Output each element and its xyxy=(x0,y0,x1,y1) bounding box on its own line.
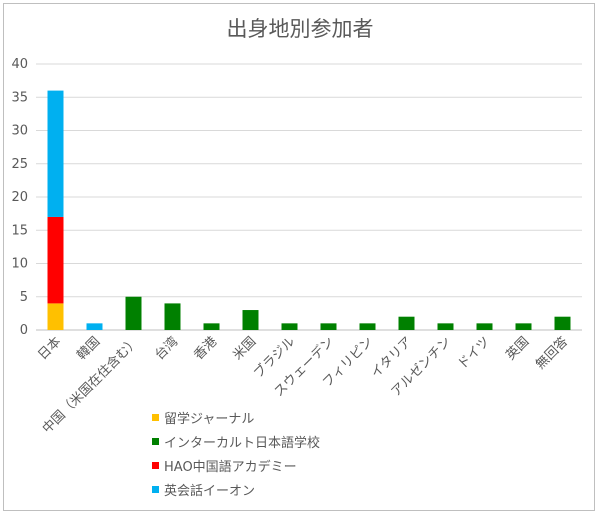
y-tick-label: 40 xyxy=(11,57,28,72)
legend-swatch xyxy=(152,438,159,445)
x-tick-label: 無回答 xyxy=(532,334,571,373)
bar-segment xyxy=(281,323,298,330)
legend-label: HAO中国語アカデミー xyxy=(164,459,297,475)
x-tick-label: 韓国 xyxy=(74,334,103,363)
bar-segment xyxy=(203,323,220,330)
legend-label: インターカルト日本語学校 xyxy=(164,435,320,451)
bar-segment xyxy=(515,323,532,330)
bar-segment xyxy=(242,310,259,330)
legend-swatch xyxy=(152,486,159,493)
bar-segment xyxy=(554,316,571,330)
bar-segment xyxy=(86,323,103,330)
x-tick-label: ドイツ xyxy=(455,334,493,372)
y-tick-label: 30 xyxy=(11,124,28,139)
bar-segment xyxy=(437,323,454,330)
bar-segment xyxy=(47,216,64,304)
x-tick-label: 米国 xyxy=(230,334,259,363)
y-tick-label: 15 xyxy=(11,223,28,238)
chart-frame xyxy=(3,3,595,511)
y-tick-label: 35 xyxy=(11,90,28,105)
bar-segment xyxy=(398,316,415,330)
y-tick-label: 20 xyxy=(11,190,28,205)
x-tick-label: 香港 xyxy=(191,334,220,363)
bar-segment xyxy=(125,296,142,330)
legend-swatch xyxy=(152,414,159,421)
x-tick-label: 日本 xyxy=(35,334,64,363)
y-tick-label: 5 xyxy=(20,290,28,305)
legend-swatch xyxy=(152,462,159,469)
legend-label: 留学ジャーナル xyxy=(164,411,254,427)
bar-segment xyxy=(164,303,181,330)
bar-segment xyxy=(359,323,376,330)
bar-segment xyxy=(47,303,64,330)
y-tick-label: 10 xyxy=(11,257,28,272)
bar-segment xyxy=(476,323,493,330)
x-tick-label: 台湾 xyxy=(152,334,182,364)
bar-segment xyxy=(47,90,64,217)
legend-label: 英会話イーオン xyxy=(164,483,255,499)
x-tick-label: 英国 xyxy=(503,334,532,363)
bar-segment xyxy=(320,323,337,330)
y-tick-label: 0 xyxy=(20,323,28,338)
chart-title: 出身地別参加者 xyxy=(227,17,374,41)
y-tick-label: 25 xyxy=(11,157,28,172)
